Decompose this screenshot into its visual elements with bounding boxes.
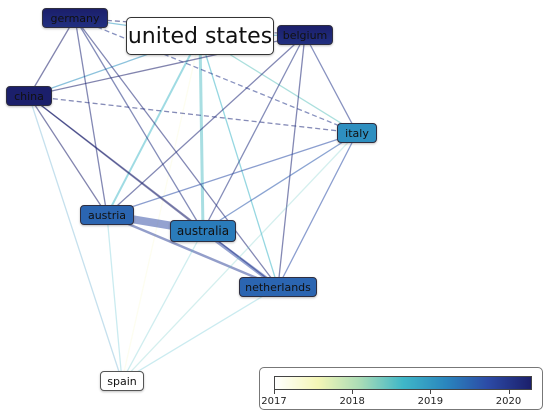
link-belgium-austria: [106, 34, 306, 216]
link-germany-austria: [74, 17, 108, 216]
link-australia-spain: [121, 230, 204, 382]
link-austria-italy: [106, 132, 358, 216]
node-label: italy: [345, 126, 369, 140]
node-australia[interactable]: australia: [170, 220, 236, 242]
link-united-states-australia: [198, 35, 205, 232]
link-united-states-spain: [121, 35, 201, 382]
link-china-italy: [28, 95, 358, 134]
node-label: spain: [107, 374, 137, 388]
link-australia-italy: [202, 132, 358, 232]
link-belgium-italy: [304, 34, 358, 134]
node-label: australia: [176, 224, 230, 238]
node-label: united states: [127, 23, 273, 49]
link-austria-spain: [106, 214, 123, 382]
legend-tick-label: 2019: [417, 396, 444, 407]
node-italy[interactable]: italy: [337, 123, 377, 143]
node-belgium[interactable]: belgium: [277, 25, 333, 45]
network-links: [28, 17, 358, 382]
legend-tick-label: 2017: [261, 396, 287, 407]
link-china-spain: [28, 95, 123, 382]
link-austria-netherlands: [106, 213, 279, 289]
node-label: netherlands: [245, 280, 311, 294]
legend-tick-label: 2018: [339, 396, 365, 407]
year-legend: 2017 2018 2019 2020: [259, 367, 543, 410]
legend-tick: [274, 390, 275, 394]
legend-tick-label: 2020: [495, 396, 522, 407]
link-germany-italy: [74, 17, 358, 134]
node-label: germany: [50, 11, 100, 25]
node-netherlands[interactable]: netherlands: [239, 277, 317, 297]
node-austria[interactable]: austria: [80, 205, 134, 225]
link-germany-australia: [74, 17, 204, 232]
node-label: austria: [87, 208, 127, 222]
node-label: china: [14, 89, 44, 103]
node-spain[interactable]: spain: [100, 371, 144, 391]
legend-tick: [352, 390, 354, 394]
node-germany[interactable]: germany: [42, 8, 108, 28]
legend-tick: [508, 390, 510, 394]
link-belgium-australia: [202, 34, 306, 232]
node-united-states[interactable]: united states: [126, 17, 274, 55]
node-label: belgium: [282, 28, 328, 42]
link-germany-china: [28, 17, 76, 97]
link-italy-spain: [121, 132, 358, 382]
link-netherlands-spain: [121, 286, 279, 382]
legend-tick: [430, 390, 432, 394]
legend-color-bar: [274, 376, 532, 390]
link-belgium-netherlands: [277, 34, 306, 288]
link-netherlands-italy: [277, 132, 358, 288]
link-china-austria: [28, 95, 108, 216]
link-united-states-austria: [106, 35, 201, 216]
node-china[interactable]: china: [6, 86, 52, 106]
